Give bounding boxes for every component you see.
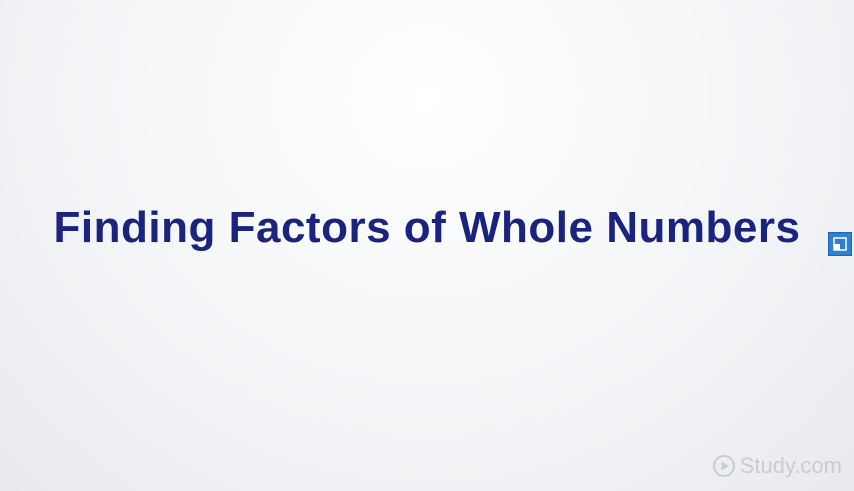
study-com-watermark: Study.com bbox=[712, 451, 842, 481]
play-circle-icon bbox=[712, 455, 735, 477]
slide-title: Finding Factors of Whole Numbers bbox=[53, 203, 801, 252]
watermark-label: Study.com bbox=[739, 453, 842, 478]
expand-icon bbox=[833, 237, 847, 251]
expand-button[interactable] bbox=[828, 232, 852, 256]
